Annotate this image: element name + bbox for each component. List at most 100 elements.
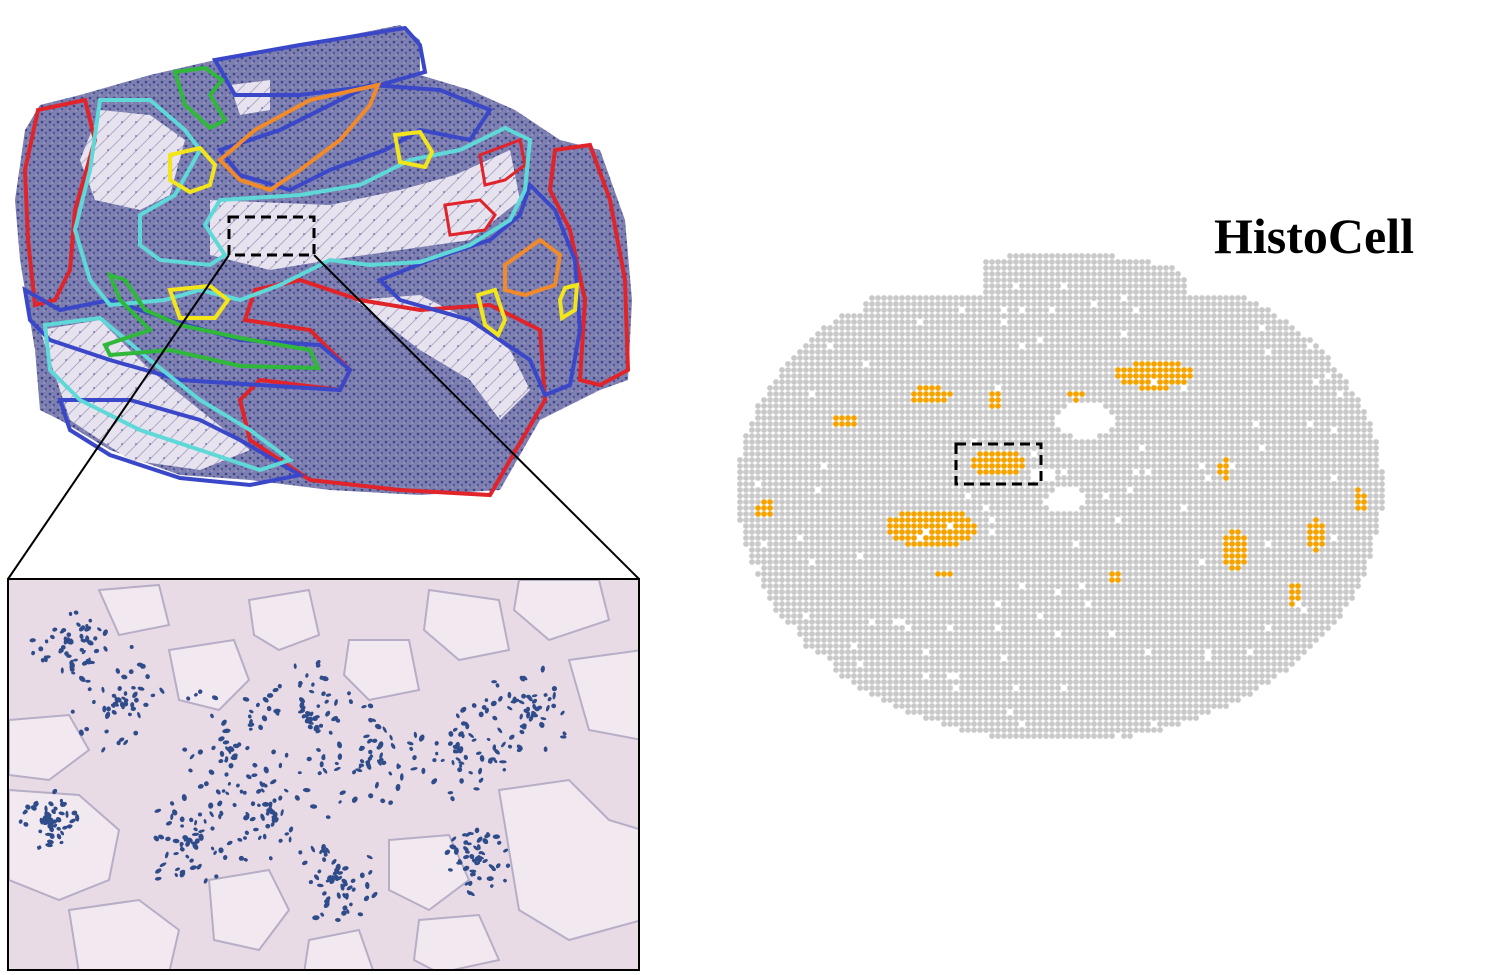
spot (1241, 313, 1247, 319)
spot (1091, 331, 1097, 337)
spot (1145, 301, 1151, 307)
spot (1031, 415, 1037, 421)
spot (929, 493, 935, 499)
spot (1199, 367, 1205, 373)
nucleus (218, 759, 224, 764)
spot (965, 307, 971, 313)
spot (1331, 481, 1337, 487)
spot (1175, 415, 1181, 421)
spot (1025, 271, 1031, 277)
spot (1337, 499, 1343, 505)
nucleus (59, 840, 64, 845)
spot (1103, 283, 1109, 289)
spot (1169, 319, 1175, 325)
spot (1139, 397, 1145, 403)
spot (935, 529, 941, 535)
nucleus (349, 902, 353, 907)
spot (935, 409, 941, 415)
spot (1217, 505, 1223, 511)
spot (857, 451, 863, 457)
spot (1181, 463, 1187, 469)
spot (1121, 415, 1127, 421)
spot (953, 535, 959, 541)
spot (1031, 331, 1037, 337)
spot (1091, 385, 1097, 391)
spot (833, 361, 839, 367)
nucleus (299, 697, 305, 704)
spot (869, 301, 875, 307)
spot (1025, 433, 1031, 439)
spot (1259, 451, 1265, 457)
nucleus (218, 847, 224, 854)
spot (1175, 439, 1181, 445)
nucleus (60, 667, 64, 674)
spot (803, 511, 809, 517)
spot (1283, 499, 1289, 505)
spot (911, 385, 917, 391)
spot (947, 451, 953, 457)
spot (839, 355, 845, 361)
spot (785, 523, 791, 529)
spot (1157, 313, 1163, 319)
nucleus (335, 863, 341, 872)
spot (941, 319, 947, 325)
spot (1157, 517, 1163, 523)
spot (785, 541, 791, 547)
spot (1013, 331, 1019, 337)
nucleus (471, 703, 477, 708)
spot (785, 385, 791, 391)
spot (887, 517, 893, 523)
spot (1259, 391, 1265, 397)
spot (1229, 307, 1235, 313)
spot (1103, 391, 1109, 397)
spot (1127, 313, 1133, 319)
spot (971, 469, 977, 475)
spot (1103, 319, 1109, 325)
spot (1259, 427, 1265, 433)
nucleus (355, 768, 363, 773)
spot (1253, 481, 1259, 487)
spot (1163, 511, 1169, 517)
spot (1163, 277, 1169, 283)
spot (965, 475, 971, 481)
spot (1019, 517, 1025, 523)
spot (803, 397, 809, 403)
spot (791, 409, 797, 415)
spot (947, 379, 953, 385)
spot (1025, 367, 1031, 373)
spot (1043, 535, 1049, 541)
spot (941, 391, 947, 397)
spot (1187, 379, 1193, 385)
spot (887, 385, 893, 391)
spot (1301, 415, 1307, 421)
spot (941, 409, 947, 415)
spot (881, 391, 887, 397)
spot (1139, 385, 1145, 391)
spot (833, 517, 839, 523)
spot (1133, 373, 1139, 379)
nucleus (88, 618, 93, 623)
spot (1007, 433, 1013, 439)
spot (1301, 385, 1307, 391)
spot (1181, 487, 1187, 493)
spot (1331, 457, 1337, 463)
spot (1235, 385, 1241, 391)
spot (1319, 439, 1325, 445)
spot (1325, 475, 1331, 481)
spot (1301, 379, 1307, 385)
spot (1085, 451, 1091, 457)
spot (1187, 529, 1193, 535)
spot (821, 547, 827, 553)
spot (875, 517, 881, 523)
spot (893, 445, 899, 451)
spot (1055, 475, 1061, 481)
spot (881, 439, 887, 445)
spot (791, 361, 797, 367)
spot (737, 463, 743, 469)
spot (1283, 385, 1289, 391)
spot (887, 487, 893, 493)
spot (1247, 499, 1253, 505)
spot (995, 475, 1001, 481)
spot (1331, 379, 1337, 385)
nucleus (301, 714, 306, 719)
